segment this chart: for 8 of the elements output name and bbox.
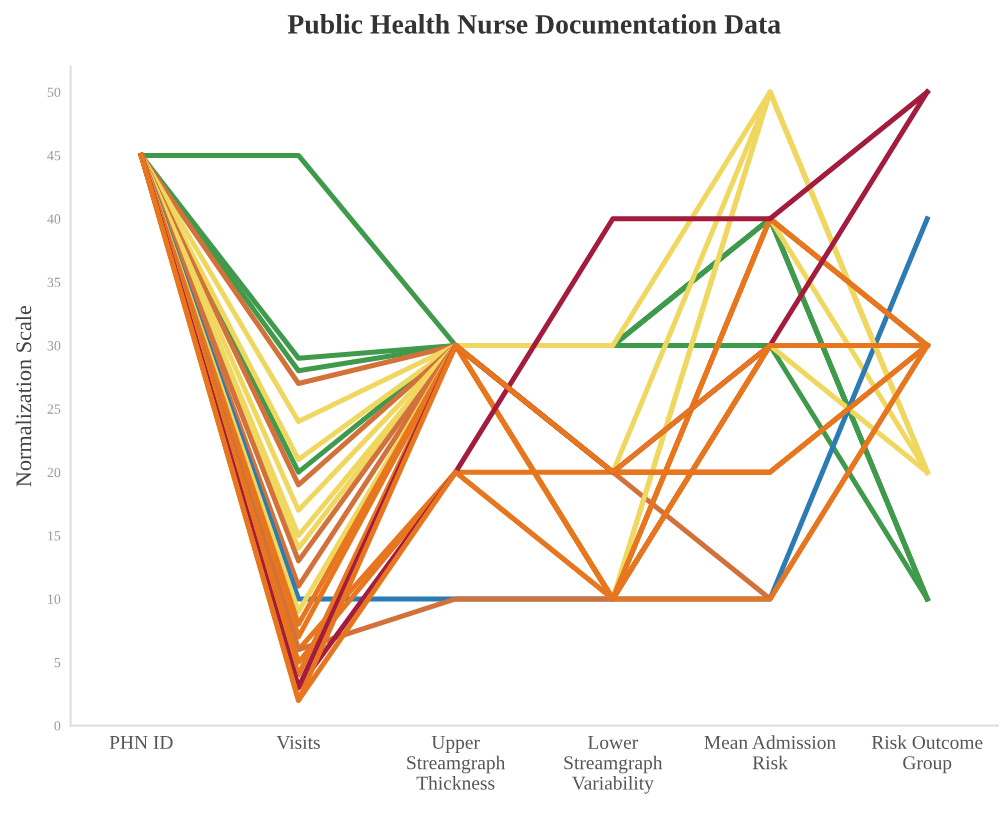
- x-tick-label: Lower Streamgraph Variability: [564, 736, 663, 794]
- x-tick-label: Visits: [276, 735, 320, 750]
- x-tick-label: Upper Streamgraph Thickness: [407, 736, 506, 790]
- x-tick-label: PHN ID: [109, 736, 173, 749]
- x-tick-label: Risk Outcome Group: [871, 735, 983, 774]
- x-tick-label: Mean Admission Risk: [704, 735, 836, 770]
- chart-title: Public Health Nurse Documentation Data: [287, 14, 781, 34]
- y-axis-title: Normalization Scale: [15, 305, 32, 487]
